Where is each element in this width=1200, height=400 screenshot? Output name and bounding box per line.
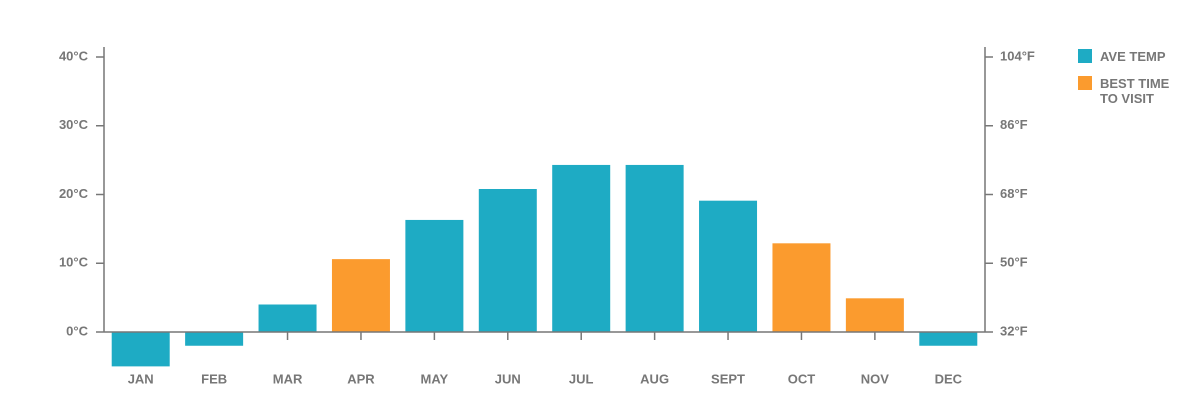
x-tick-label: FEB [201, 371, 227, 386]
y2-tick-label: 86°F [1000, 117, 1028, 132]
bar [552, 164, 611, 332]
legend-swatch [1078, 76, 1092, 90]
x-tick-label: AUG [640, 371, 669, 386]
bar [699, 200, 758, 332]
bar [185, 332, 244, 346]
x-tick-label: SEPT [711, 371, 745, 386]
y2-tick-label: 50°F [1000, 255, 1028, 270]
bar [919, 332, 978, 346]
legend: AVE TEMP BEST TIME TO VISIT [1078, 49, 1188, 118]
x-tick-label: MAR [273, 371, 303, 386]
x-tick-label: JUN [495, 371, 521, 386]
y-tick-label: 0°C [66, 323, 88, 338]
bar [625, 164, 684, 332]
y-tick-label: 20°C [59, 186, 89, 201]
bar [478, 189, 537, 332]
bar [845, 298, 904, 332]
x-tick-label: DEC [935, 371, 963, 386]
legend-label: BEST TIME TO VISIT [1100, 76, 1170, 106]
bar [405, 219, 464, 332]
legend-label: AVE TEMP [1100, 49, 1166, 64]
bar [111, 332, 170, 367]
x-tick-label: JAN [128, 371, 154, 386]
bar [258, 304, 317, 332]
legend-item: AVE TEMP [1078, 49, 1188, 64]
legend-swatch [1078, 49, 1092, 63]
x-tick-label: NOV [861, 371, 890, 386]
y-tick-label: 10°C [59, 255, 89, 270]
legend-item: BEST TIME TO VISIT [1078, 76, 1188, 106]
bar [331, 259, 390, 332]
bar [772, 243, 831, 332]
x-tick-label: APR [347, 371, 375, 386]
y2-tick-label: 104°F [1000, 48, 1035, 63]
x-tick-label: OCT [788, 371, 816, 386]
y-tick-label: 30°C [59, 117, 89, 132]
y-tick-label: 40°C [59, 48, 89, 63]
y2-tick-label: 32°F [1000, 323, 1028, 338]
y2-tick-label: 68°F [1000, 186, 1028, 201]
x-tick-label: MAY [421, 371, 449, 386]
x-tick-label: JUL [569, 371, 594, 386]
